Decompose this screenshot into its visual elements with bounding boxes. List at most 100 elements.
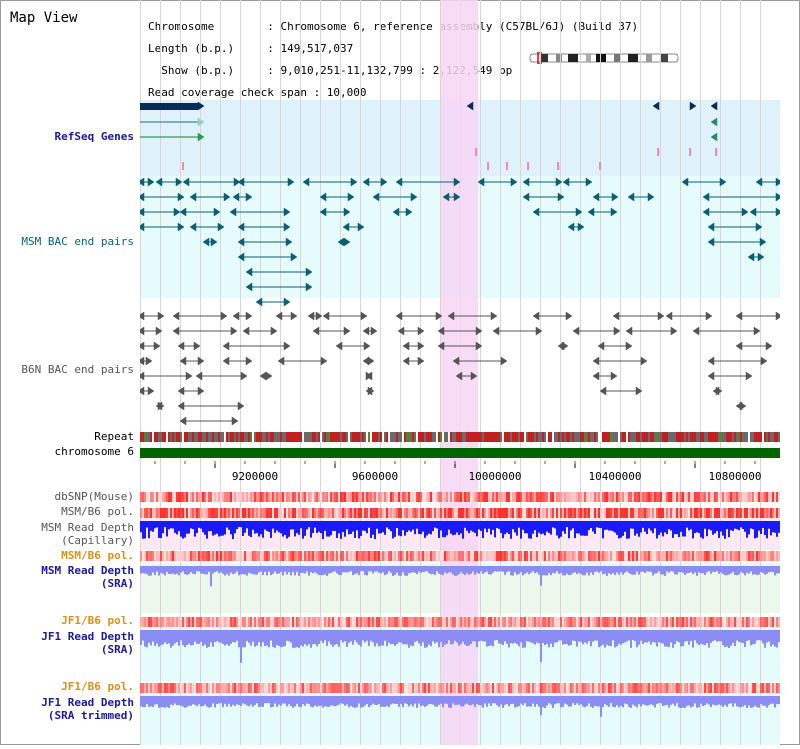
msm-sra-depth-bar bbox=[546, 566, 548, 576]
dbsnp-heat bbox=[306, 492, 308, 502]
track-panel[interactable]: 9200000 9600000 10000000 10400000 10800000 bbox=[137, 0, 783, 745]
jf1-trimmed-depth-bar bbox=[658, 696, 660, 704]
jf1-b6-pol-heat-2 bbox=[490, 683, 492, 693]
b6n-bac-pair-end bbox=[220, 311, 228, 321]
jf1-trimmed-depth-bar bbox=[766, 696, 768, 708]
jf1-b6-pol-heat bbox=[722, 617, 724, 627]
jf1-sra-depth-bar bbox=[400, 630, 402, 643]
jf1-b6-pol-heat bbox=[362, 617, 364, 627]
dbsnp-heat bbox=[536, 492, 538, 502]
jf1-trimmed-depth-bar bbox=[160, 696, 162, 708]
jf1-sra-depth-bar bbox=[760, 630, 762, 641]
jf1-b6-pol-heat-2 bbox=[306, 683, 308, 693]
track-label-msm-bac[interactable]: MSM BAC end pairs bbox=[21, 235, 134, 248]
msm-b6-pol-heat-2 bbox=[624, 551, 626, 561]
msm-b6-pol-heat-2 bbox=[546, 551, 548, 561]
jf1-b6-pol-heat-2 bbox=[340, 683, 342, 693]
repeat-element bbox=[688, 432, 690, 442]
dbsnp-heat bbox=[342, 492, 344, 502]
msm-b6-pol-heat bbox=[704, 508, 706, 518]
jf1-trimmed-depth-bar bbox=[610, 696, 612, 704]
msm-sra-depth-bar bbox=[372, 566, 374, 574]
msm-b6-pol-heat bbox=[728, 508, 730, 518]
jf1-sra-depth-bar bbox=[738, 630, 740, 642]
jf1-b6-pol-heat bbox=[390, 617, 392, 627]
jf1-b6-pol-heat-2 bbox=[422, 683, 424, 693]
b6n-bac-pair-end bbox=[437, 326, 445, 336]
msm-sra-depth-bar bbox=[540, 566, 542, 586]
dbsnp-heat bbox=[352, 492, 354, 502]
jf1-b6-pol-heat-2 bbox=[294, 683, 296, 693]
msm-b6-pol-heat-2 bbox=[580, 551, 582, 561]
msm-b6-pol-heat-2 bbox=[488, 551, 490, 561]
jf1-b6-pol-heat-2 bbox=[668, 683, 670, 693]
msm-b6-pol-heat-2 bbox=[462, 551, 464, 561]
jf1-trimmed-depth-bar bbox=[468, 696, 470, 705]
jf1-b6-pol-heat bbox=[752, 617, 754, 627]
jf1-trimmed-depth-bar bbox=[484, 696, 486, 704]
msm-b6-pol-heat bbox=[420, 508, 422, 518]
jf1-b6-pol-heat-2 bbox=[310, 683, 312, 693]
capillary-depth-bar bbox=[322, 521, 324, 539]
dbsnp-heat bbox=[568, 492, 570, 502]
msm-b6-pol-heat-2 bbox=[506, 551, 508, 561]
dbsnp-heat bbox=[142, 492, 144, 502]
jf1-sra-depth-bar bbox=[376, 630, 378, 644]
msm-b6-pol-heat bbox=[574, 508, 576, 518]
dbsnp-heat bbox=[218, 492, 220, 502]
capillary-depth-bar bbox=[746, 521, 748, 538]
jf1-sra-depth-bar bbox=[374, 630, 376, 647]
jf1-trimmed-depth-bar bbox=[678, 696, 680, 708]
msm-sra-depth-bar bbox=[438, 566, 440, 574]
msm-b6-pol-heat bbox=[290, 508, 292, 518]
track-label-refseq[interactable]: RefSeq Genes bbox=[54, 130, 134, 143]
b6n-bac-pair-end bbox=[402, 341, 410, 351]
jf1-sra-depth-bar bbox=[262, 630, 264, 643]
dbsnp-heat bbox=[158, 492, 160, 502]
jf1-b6-pol-heat bbox=[438, 617, 440, 627]
msm-b6-pol-heat bbox=[196, 508, 198, 518]
jf1-b6-pol-heat bbox=[588, 617, 590, 627]
jf1-b6-pol-heat bbox=[636, 617, 638, 627]
repeat-element bbox=[224, 432, 226, 442]
jf1-sra-depth-bar bbox=[432, 630, 434, 642]
jf1-trimmed-depth-bar bbox=[172, 696, 174, 706]
msm-b6-pol-heat-2 bbox=[468, 551, 470, 561]
msm-b6-pol-heat-2 bbox=[774, 551, 776, 561]
jf1-trimmed-depth-bar bbox=[326, 696, 328, 707]
jf1-trimmed-depth-bar bbox=[396, 696, 398, 704]
msm-sra-depth-bar bbox=[170, 566, 172, 575]
jf1-b6-pol-heat bbox=[422, 617, 424, 627]
msm-sra-depth-bar bbox=[402, 566, 404, 573]
msm-sra-depth-bar bbox=[316, 566, 318, 574]
capillary-depth-bar bbox=[578, 521, 580, 534]
dbsnp-heat bbox=[410, 492, 412, 502]
track-canvas[interactable]: 9200000 9600000 10000000 10400000 10800000 bbox=[137, 0, 783, 745]
jf1-sra-depth-bar bbox=[450, 630, 452, 645]
msm-b6-pol-heat bbox=[338, 508, 340, 518]
capillary-depth-bar bbox=[486, 521, 488, 533]
jf1-b6-pol-heat bbox=[196, 617, 198, 627]
jf1-b6-pol-heat bbox=[258, 617, 260, 627]
jf1-b6-pol-heat bbox=[732, 617, 734, 627]
jf1-sra-depth-bar bbox=[560, 630, 562, 641]
capillary-depth-bar bbox=[770, 521, 772, 536]
jf1-b6-pol-heat bbox=[538, 617, 540, 627]
track-label-b6n-bac[interactable]: B6N BAC end pairs bbox=[21, 363, 134, 376]
msm-b6-pol-heat bbox=[684, 508, 686, 518]
msm-bac-pair-end bbox=[285, 237, 293, 247]
dbsnp-heat bbox=[550, 492, 552, 502]
msm-bac-pair-end bbox=[237, 177, 245, 187]
msm-bac-pair-end bbox=[755, 222, 763, 232]
dbsnp-heat bbox=[752, 492, 754, 502]
msm-bac-pair-end bbox=[305, 282, 313, 292]
jf1-b6-pol-heat bbox=[386, 617, 388, 627]
dbsnp-heat bbox=[712, 492, 714, 502]
jf1-sra-depth-bar bbox=[714, 630, 716, 641]
jf1-sra-depth-bar bbox=[474, 630, 476, 642]
jf1-trimmed-depth-bar bbox=[348, 696, 350, 708]
msm-bac-pair-end bbox=[147, 177, 155, 187]
msm-b6-pol-heat-2 bbox=[486, 551, 488, 561]
jf1-trimmed-depth-bar bbox=[776, 696, 778, 705]
repeat-element bbox=[234, 432, 236, 442]
